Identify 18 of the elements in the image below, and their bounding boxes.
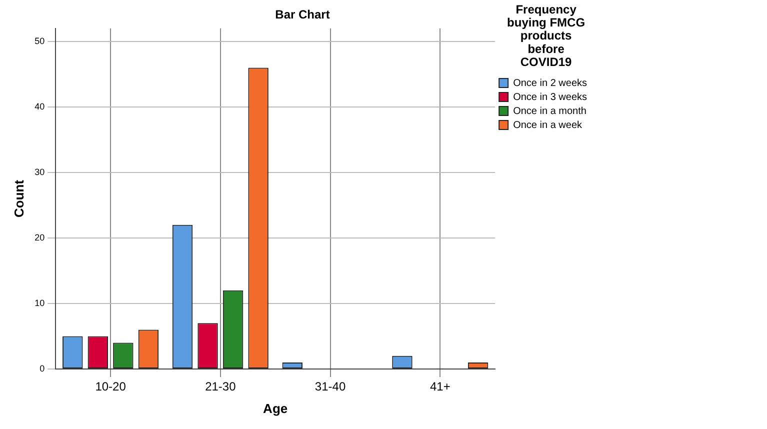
- chart-title: Bar Chart: [275, 8, 330, 22]
- legend-label: Once in a month: [513, 106, 586, 117]
- y-tick-label: 40: [34, 101, 45, 112]
- legend-title: Frequency buying FMCG products before COVID19: [507, 2, 586, 70]
- x-tick-label: 41+: [430, 380, 450, 394]
- legend-label: Once in 3 weeks: [513, 92, 588, 103]
- y-tick-label: 30: [34, 166, 45, 177]
- y-axis-title: Count: [11, 179, 26, 218]
- x-tick-label: 10-20: [95, 380, 126, 394]
- x-tick-label: 21-30: [205, 380, 236, 394]
- x-tick-label: 31-40: [314, 380, 346, 394]
- legend-label: Once in 2 weeks: [513, 78, 588, 89]
- y-tick-label: 20: [34, 232, 45, 242]
- x-axis-title: Age: [263, 400, 288, 416]
- y-tick-label: 50: [34, 36, 45, 46]
- y-tick-label: 10: [34, 298, 45, 308]
- legend-label: Once in a week: [513, 120, 583, 131]
- y-tick-label: 0: [40, 363, 45, 374]
